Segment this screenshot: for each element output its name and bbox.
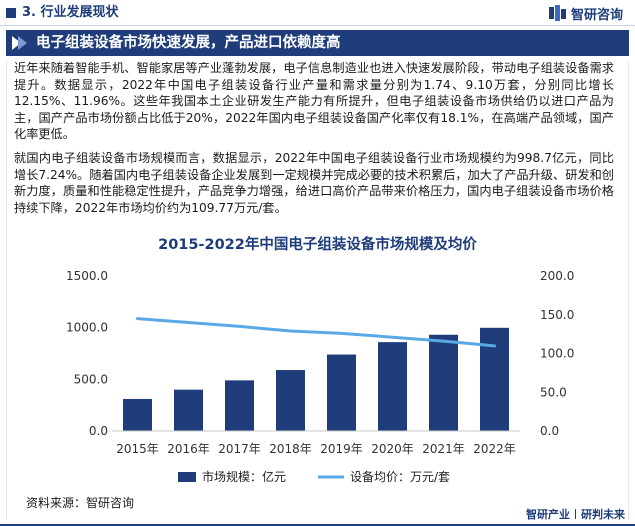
paragraph-2: 就国内电子组装设备市场规模而言，数据显示，2022年中国电子组装设备行业市场规模… [14, 151, 614, 215]
x-axis-tick-label: 2019年 [320, 442, 363, 456]
right-axis-tick-label: 100.0 [540, 347, 574, 361]
right-axis-tick-label: 200.0 [540, 269, 574, 283]
header-logo: 智研咨询 [548, 4, 623, 23]
x-axis-tick-label: 2016年 [167, 442, 210, 456]
title-arrow-accent-icon [18, 36, 27, 50]
bar-market-size [480, 327, 509, 431]
footer-brand-right: 研判未来 [581, 508, 625, 521]
footer-brand: 智研产业 研判未来 [526, 506, 625, 522]
section-marker [6, 8, 16, 18]
x-axis-tick-label: 2018年 [269, 442, 312, 456]
market-chart: 0.0 500.0 1000.0 1500.0 0.0 50.0 100.0 150.0 200… [66, 269, 574, 484]
source-note: 资料来源：智研咨询 [26, 496, 135, 510]
legend-line-label: 设备均价：万元/套 [350, 470, 450, 484]
bar-market-size [378, 342, 407, 431]
right-axis-tick-label: 150.0 [540, 308, 574, 322]
bar-market-size [429, 334, 458, 431]
bottom-rule [0, 524, 635, 526]
right-axis-tick-label: 50.0 [540, 385, 567, 399]
right-axis-tick-label: 0.0 [540, 424, 559, 438]
legend-bar-label: 市场规模：亿元 [202, 469, 286, 484]
left-axis-tick-label: 0.0 [89, 424, 108, 438]
line-avg-price [136, 317, 496, 348]
left-axis-tick-label: 1000.0 [66, 321, 108, 335]
left-axis-tick-label: 500.0 [74, 372, 108, 386]
x-axis-tick-label: 2017年 [218, 442, 261, 456]
frame-left [6, 60, 7, 520]
paragraph-1: 近年来随着智能手机、智能家居等产业蓬勃发展，电子信息制造业也进入快速发展阶段，带… [14, 61, 614, 142]
legend-bar-swatch [178, 472, 196, 482]
x-axis-tick-label: 2020年 [371, 442, 414, 456]
footer-brand-divider [575, 509, 576, 519]
footer-brand-left: 智研产业 [526, 508, 570, 521]
header-logo-text: 智研咨询 [570, 7, 623, 23]
x-axis-tick-label: 2015年 [116, 442, 159, 456]
bar-market-size [123, 398, 152, 431]
left-axis-tick-label: 1500.0 [66, 269, 108, 283]
brand-logo-icon [548, 5, 566, 21]
section-label: 3. 行业发展现状 [22, 5, 119, 20]
bar-market-size [276, 370, 305, 431]
bar-market-size [225, 380, 254, 431]
x-axis-tick-label: 2022年 [473, 442, 516, 456]
bar-market-size [174, 389, 203, 431]
frame-right [628, 60, 629, 520]
top-header: 3. 行业发展现状 智研咨询 [0, 0, 635, 26]
x-axis-tick-label: 2021年 [422, 442, 465, 456]
chart-title: 2015-2022年中国电子组装设备市场规模及均价 [158, 237, 477, 253]
page-title: 电子组装设备市场快速发展，产品进口依赖度高 [36, 35, 341, 51]
bar-market-size [327, 354, 356, 431]
title-band: 电子组装设备市场快速发展，产品进口依赖度高 [6, 30, 629, 56]
title-arrow-icon [12, 36, 21, 50]
